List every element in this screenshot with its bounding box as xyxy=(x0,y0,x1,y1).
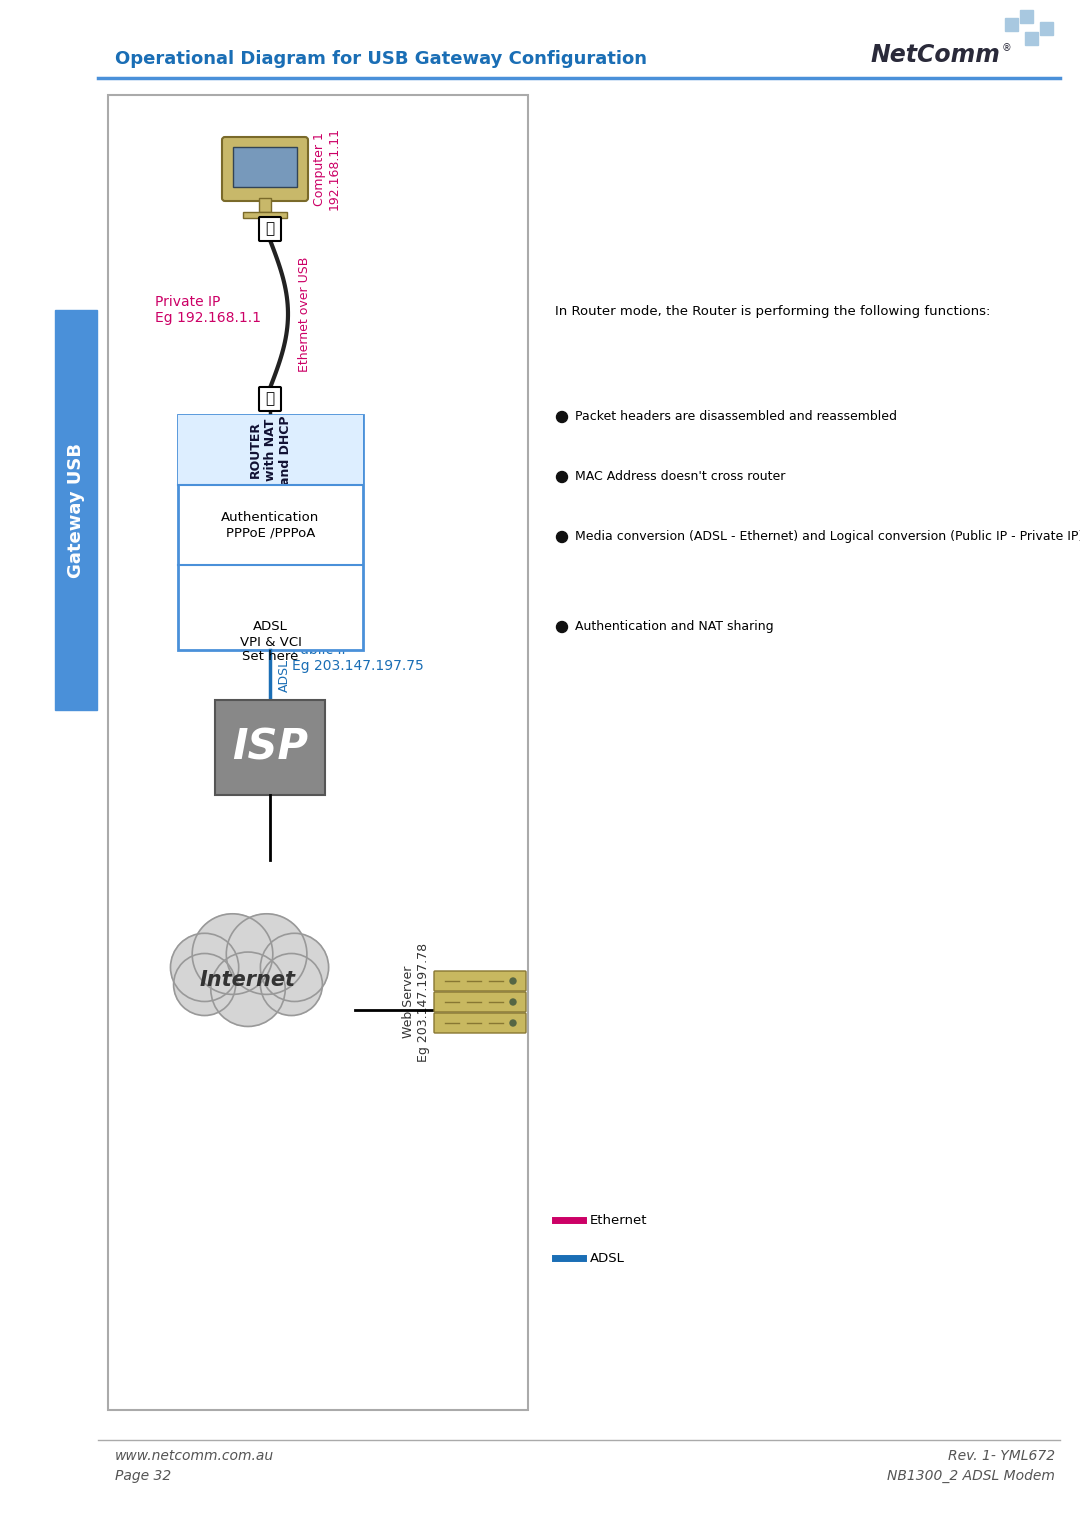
Text: Ethernet: Ethernet xyxy=(590,1214,648,1226)
Text: ADSL: ADSL xyxy=(590,1252,625,1264)
Text: In Router mode, the Router is performing the following functions:: In Router mode, the Router is performing… xyxy=(555,304,990,318)
Bar xyxy=(1020,11,1032,23)
Text: Rev. 1- YML672: Rev. 1- YML672 xyxy=(948,1449,1055,1463)
Circle shape xyxy=(260,933,328,1001)
Text: Web Server
Eg 203.147.197.78: Web Server Eg 203.147.197.78 xyxy=(402,942,430,1061)
Circle shape xyxy=(260,954,323,1015)
Text: Internet: Internet xyxy=(200,969,296,989)
Text: ADSL
VPI & VCI
Set here: ADSL VPI & VCI Set here xyxy=(240,621,301,664)
Text: Private IP
Eg 192.168.1.1: Private IP Eg 192.168.1.1 xyxy=(156,295,261,326)
Circle shape xyxy=(192,914,273,994)
Text: ROUTER
with NAT
and DHCP: ROUTER with NAT and DHCP xyxy=(249,416,292,485)
Bar xyxy=(215,700,325,795)
Circle shape xyxy=(556,411,567,422)
Bar xyxy=(55,310,97,709)
Circle shape xyxy=(510,979,516,985)
Text: ADSL: ADSL xyxy=(278,659,291,691)
Circle shape xyxy=(510,1020,516,1026)
Text: ISP: ISP xyxy=(232,726,308,769)
Circle shape xyxy=(171,933,239,1001)
Bar xyxy=(178,414,363,485)
Bar xyxy=(1025,32,1038,44)
Circle shape xyxy=(556,471,567,483)
Text: Media conversion (ADSL - Ethernet) and Logical conversion (Public IP - Private I: Media conversion (ADSL - Ethernet) and L… xyxy=(575,531,1080,543)
Text: NetComm: NetComm xyxy=(870,43,1000,67)
Circle shape xyxy=(227,914,307,994)
FancyBboxPatch shape xyxy=(434,992,526,1012)
Text: www.netcomm.com.au: www.netcomm.com.au xyxy=(114,1449,274,1463)
Text: Authentication
PPPoE /PPPoA: Authentication PPPoE /PPPoA xyxy=(221,511,320,540)
FancyBboxPatch shape xyxy=(434,1014,526,1034)
Bar xyxy=(108,95,528,1410)
Text: ®: ® xyxy=(1002,43,1012,54)
Bar xyxy=(1040,21,1053,35)
Text: ⎕: ⎕ xyxy=(266,391,274,407)
Text: Computer 1
192.168.1.11: Computer 1 192.168.1.11 xyxy=(313,127,341,211)
FancyBboxPatch shape xyxy=(259,217,281,242)
Circle shape xyxy=(556,532,567,543)
Bar xyxy=(1005,18,1018,31)
Text: NB1300_2 ADSL Modem: NB1300_2 ADSL Modem xyxy=(887,1469,1055,1483)
Bar xyxy=(233,147,297,187)
Circle shape xyxy=(556,621,567,633)
Circle shape xyxy=(510,998,516,1005)
Bar xyxy=(243,213,287,219)
Text: Authentication and NAT sharing: Authentication and NAT sharing xyxy=(575,619,773,633)
Bar xyxy=(259,197,271,213)
Text: Gateway USB: Gateway USB xyxy=(67,442,85,578)
Text: Ethernet over USB: Ethernet over USB xyxy=(298,257,311,372)
Circle shape xyxy=(174,954,235,1015)
Text: Operational Diagram for USB Gateway Configuration: Operational Diagram for USB Gateway Conf… xyxy=(114,50,647,67)
FancyBboxPatch shape xyxy=(434,971,526,991)
Text: MAC Address doesn't cross router: MAC Address doesn't cross router xyxy=(575,469,785,483)
Text: Page 32: Page 32 xyxy=(114,1469,172,1483)
Text: Public IP
Eg 203.147.197.75: Public IP Eg 203.147.197.75 xyxy=(292,642,423,673)
Circle shape xyxy=(211,953,285,1026)
FancyBboxPatch shape xyxy=(222,138,308,200)
Text: ⎕: ⎕ xyxy=(266,222,274,237)
FancyBboxPatch shape xyxy=(259,387,281,411)
Text: Packet headers are disassembled and reassembled: Packet headers are disassembled and reas… xyxy=(575,410,897,424)
Bar xyxy=(178,414,363,650)
